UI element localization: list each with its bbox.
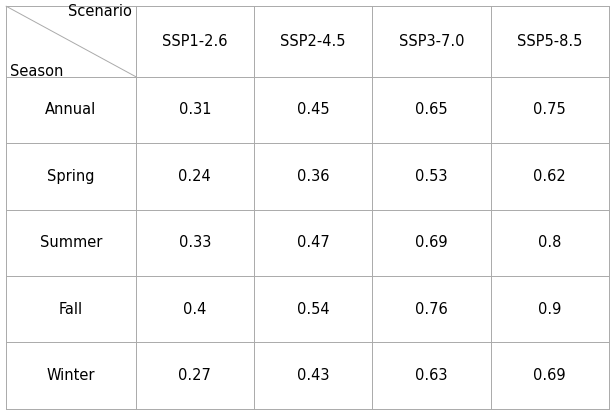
Text: 0.47: 0.47 <box>297 235 330 250</box>
Text: 0.33: 0.33 <box>179 235 211 250</box>
Text: 0.43: 0.43 <box>297 368 330 383</box>
Text: 0.69: 0.69 <box>533 368 566 383</box>
Text: SSP1-2.6: SSP1-2.6 <box>162 34 228 49</box>
Text: Spring: Spring <box>47 169 95 184</box>
Text: 0.65: 0.65 <box>415 103 448 117</box>
Text: 0.24: 0.24 <box>178 169 211 184</box>
Text: 0.53: 0.53 <box>415 169 448 184</box>
Text: 0.75: 0.75 <box>533 103 566 117</box>
Text: Fall: Fall <box>59 302 83 317</box>
Text: Winter: Winter <box>47 368 95 383</box>
Text: SSP5-8.5: SSP5-8.5 <box>517 34 582 49</box>
Text: 0.36: 0.36 <box>297 169 330 184</box>
Text: SSP2-4.5: SSP2-4.5 <box>280 34 346 49</box>
Text: Annual: Annual <box>46 103 97 117</box>
Text: Season: Season <box>10 64 63 79</box>
Text: Scenario: Scenario <box>68 4 132 19</box>
Text: 0.69: 0.69 <box>415 235 448 250</box>
Text: 0.4: 0.4 <box>183 302 207 317</box>
Text: 0.76: 0.76 <box>415 302 448 317</box>
Text: 0.54: 0.54 <box>297 302 330 317</box>
Text: 0.63: 0.63 <box>415 368 448 383</box>
Text: 0.8: 0.8 <box>538 235 561 250</box>
Text: Summer: Summer <box>40 235 102 250</box>
Text: 0.27: 0.27 <box>178 368 212 383</box>
Text: 0.45: 0.45 <box>297 103 330 117</box>
Text: SSP3-7.0: SSP3-7.0 <box>399 34 464 49</box>
Text: 0.9: 0.9 <box>538 302 561 317</box>
Text: 0.62: 0.62 <box>533 169 566 184</box>
Text: 0.31: 0.31 <box>178 103 211 117</box>
